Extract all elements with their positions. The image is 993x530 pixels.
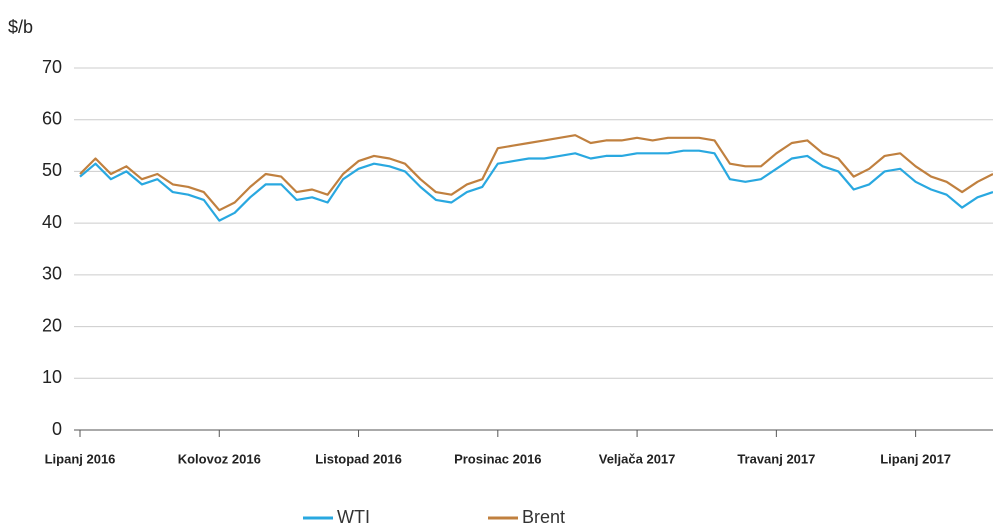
y-tick-label: 60 bbox=[42, 108, 62, 128]
line-series bbox=[79, 134, 993, 212]
y-tick-label: 0 bbox=[52, 419, 62, 439]
x-tick-label: Lipanj 2017 bbox=[880, 451, 951, 466]
x-tick-label: Kolovoz 2016 bbox=[178, 451, 261, 466]
y-axis-label: $/b bbox=[8, 17, 33, 37]
x-tick-label: Veljača 2017 bbox=[599, 451, 676, 466]
y-tick-label: 70 bbox=[42, 57, 62, 77]
y-tick-label: 40 bbox=[42, 212, 62, 232]
x-tick-label: Travanj 2017 bbox=[737, 451, 815, 466]
x-tick-label: Listopad 2016 bbox=[315, 451, 402, 466]
y-tick-label: 30 bbox=[42, 264, 62, 284]
legend-label: WTI bbox=[337, 507, 370, 527]
line-series bbox=[79, 149, 993, 222]
y-tick-label: 20 bbox=[42, 315, 62, 335]
y-tick-label: 10 bbox=[42, 367, 62, 387]
x-tick-label: Lipanj 2016 bbox=[45, 451, 116, 466]
x-tick-label: Prosinac 2016 bbox=[454, 451, 541, 466]
y-tick-label: 50 bbox=[42, 160, 62, 180]
legend-label: Brent bbox=[522, 507, 565, 527]
